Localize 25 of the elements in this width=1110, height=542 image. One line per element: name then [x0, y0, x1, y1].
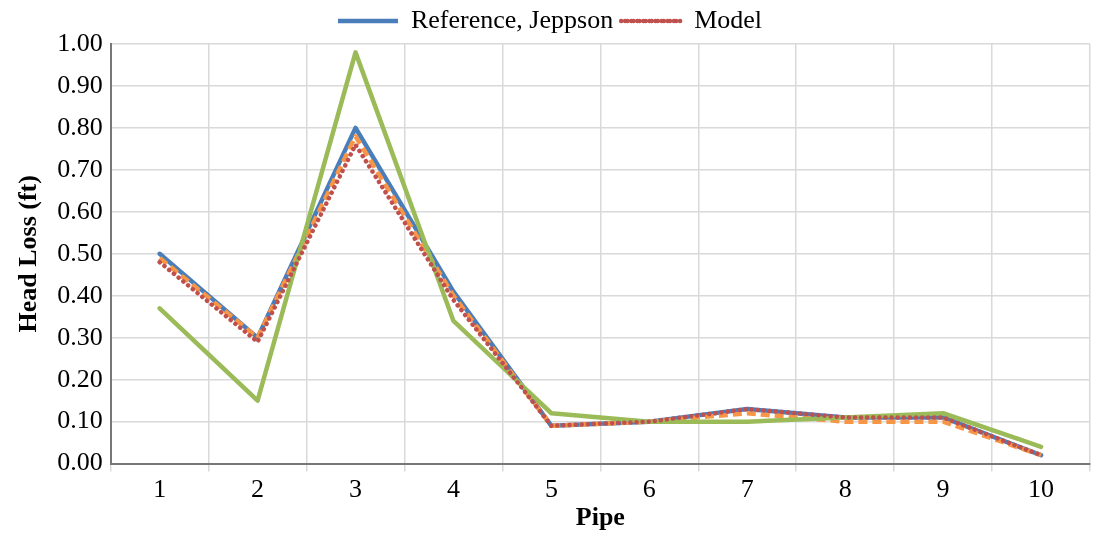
- y-tick-label: 0.10: [57, 405, 103, 435]
- y-tick-label: 1.00: [57, 27, 103, 57]
- y-tick-label: 0.70: [57, 153, 103, 183]
- x-tick-label: 3: [349, 474, 363, 504]
- x-tick-label: 10: [1028, 474, 1055, 504]
- x-tick-label: 9: [936, 474, 950, 504]
- y-axis-title: Head Loss (ft): [13, 175, 43, 333]
- x-tick-label: 2: [251, 474, 265, 504]
- x-axis-title: Pipe: [575, 502, 625, 532]
- x-tick-label: 7: [740, 474, 754, 504]
- x-tick-label: 6: [642, 474, 656, 504]
- x-tick-label: 1: [153, 474, 167, 504]
- y-tick-label: 0.00: [57, 447, 103, 477]
- y-tick-label: 0.30: [57, 321, 103, 351]
- x-tick-label: 8: [838, 474, 852, 504]
- legend-label: Reference, Jeppson: [410, 4, 614, 34]
- x-tick-label: 5: [544, 474, 558, 504]
- y-tick-label: 0.20: [57, 363, 103, 393]
- y-tick-label: 0.90: [57, 69, 103, 99]
- y-tick-label: 0.40: [57, 279, 103, 309]
- y-tick-label: 0.80: [57, 111, 103, 141]
- x-tick-label: 4: [446, 474, 460, 504]
- legend-label: Model: [694, 4, 763, 34]
- y-tick-label: 0.50: [57, 237, 103, 267]
- y-tick-label: 0.60: [57, 195, 103, 225]
